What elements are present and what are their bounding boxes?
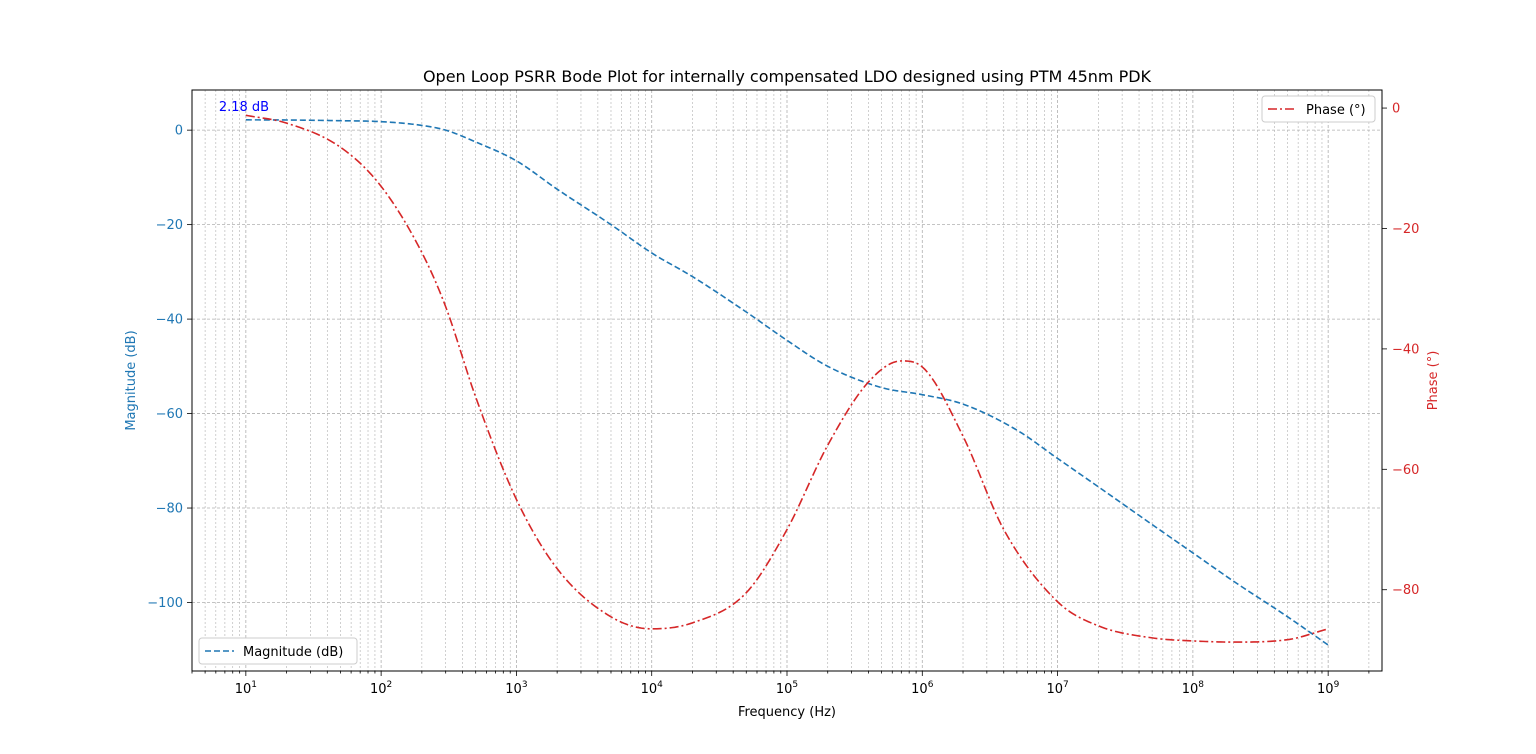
left-y-axis-label: Magnitude (dB) — [124, 330, 139, 430]
left-y-tick-label: −40 — [156, 313, 183, 328]
left-y-tick-label: −80 — [156, 502, 183, 517]
x-tick-label: 107 — [1046, 680, 1068, 697]
x-axis: 101 102 103 104 105 106 107 108 109 — [191, 671, 1370, 697]
phase-line — [245, 114, 1329, 643]
chart-title: Open Loop PSRR Bode Plot for internally … — [423, 67, 1152, 86]
legend-box — [198, 637, 358, 665]
magnitude-annotation: 2.18 dB — [219, 100, 269, 115]
left-y-tick-label: 0 — [175, 124, 183, 139]
right-y-axis-label: Phase (°) — [1426, 351, 1441, 411]
x-axis-label: Frequency (Hz) — [738, 705, 836, 720]
legend-label: Magnitude (dB) — [243, 645, 343, 660]
right-y-tick-label: −60 — [1392, 463, 1419, 478]
left-y-tick-label: −20 — [156, 218, 183, 233]
legend-box — [1261, 95, 1376, 123]
right-y-tick-label: −80 — [1392, 583, 1419, 598]
x-tick-label: 105 — [776, 680, 798, 697]
x-tick-label: 101 — [235, 680, 257, 697]
right-y-tick-label: −20 — [1392, 222, 1419, 237]
x-tick-label: 108 — [1182, 680, 1205, 697]
legend-label: Phase (°) — [1306, 103, 1366, 118]
right-y-axis: 0 −20 −40 −60 −80 — [1382, 102, 1419, 598]
right-y-tick-label: −40 — [1392, 342, 1419, 357]
legend-phase: Phase (°) — [1261, 95, 1376, 123]
right-y-tick-label: 0 — [1392, 102, 1400, 117]
x-tick-label: 106 — [911, 680, 934, 697]
left-y-tick-label: −60 — [156, 407, 183, 422]
series-layer — [245, 114, 1329, 646]
x-tick-label: 103 — [505, 680, 527, 697]
left-y-tick-label: −100 — [147, 596, 183, 611]
grid — [191, 90, 1382, 671]
magnitude-line — [245, 119, 1329, 646]
left-y-axis: 0 −20 −40 −60 −80 −100 — [147, 124, 192, 611]
legend-magnitude: Magnitude (dB) — [198, 637, 358, 665]
x-tick-label: 109 — [1317, 680, 1340, 697]
x-tick-label: 102 — [370, 680, 392, 697]
x-tick-label: 104 — [641, 680, 664, 697]
